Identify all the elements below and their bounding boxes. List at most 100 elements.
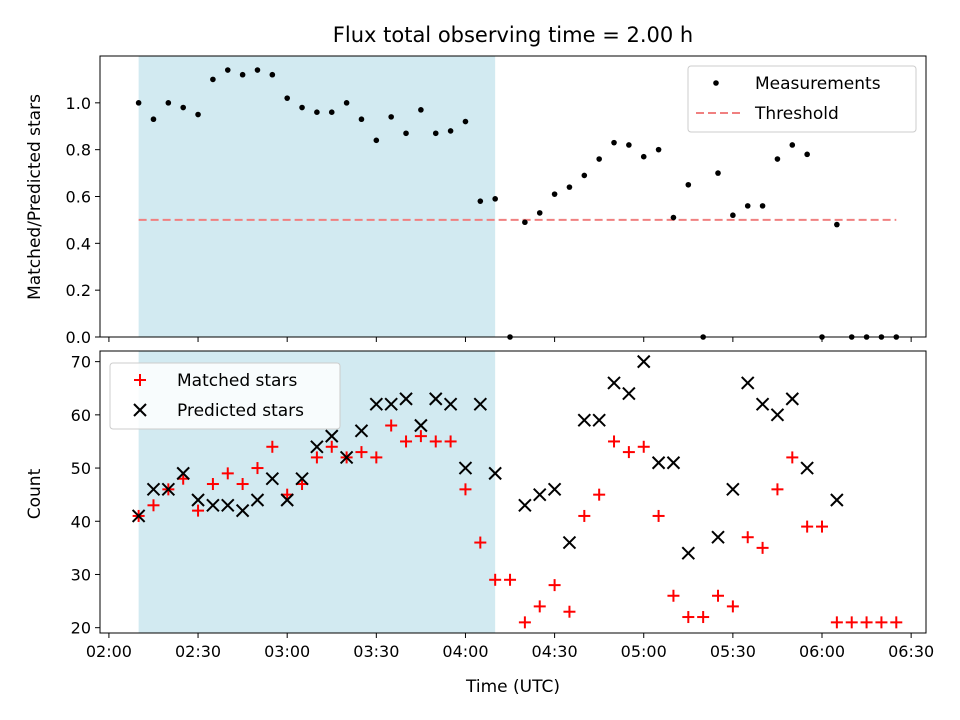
x-tick-label-7: 05:30 [710, 642, 756, 661]
measurement-point-1 [150, 116, 157, 123]
predicted-point-7 [235, 503, 250, 518]
predicted-point-34 [651, 456, 666, 470]
predicted-point-11-b [295, 471, 309, 486]
x-tick-label-4: 04:00 [442, 642, 488, 661]
predicted-point-9 [265, 471, 280, 486]
measurement-point-18 [403, 130, 409, 137]
legend-measurements-marker [713, 80, 719, 86]
matched-point-36 [667, 589, 680, 602]
matched-point-28 [548, 579, 561, 592]
legend-predicted-marker [133, 403, 147, 417]
legend-predicted-label: Predicted stars [177, 401, 304, 421]
measurement-point-21 [447, 128, 454, 134]
matched-point-30 [578, 509, 591, 522]
predicted-point-22 [458, 461, 473, 475]
bottom-y-axis-label: Count [25, 468, 45, 519]
measurement-point-16 [373, 137, 380, 144]
predicted-point-0 [131, 509, 146, 523]
matched-point-51 [890, 616, 903, 629]
measurement-point-24 [492, 196, 498, 202]
measurement-point-45 [804, 151, 810, 158]
measurement-point-7 [239, 71, 246, 78]
predicted-point-35 [666, 456, 681, 470]
predicted-point-6 [221, 498, 235, 513]
matched-point-24 [489, 573, 502, 586]
predicted-point-2-b [161, 482, 176, 497]
predicted-point-30 [592, 413, 606, 427]
predicted-point-4 [191, 493, 205, 507]
measurement-point-4 [195, 111, 201, 118]
matched-point-27 [533, 600, 546, 613]
predicted-point-5-b [206, 498, 220, 513]
predicted-point-41-b [770, 408, 785, 422]
bottom-y-tick-label-2: 40 [71, 512, 91, 531]
matched-point-34 [637, 440, 650, 453]
predicted-point-12-b [310, 440, 324, 454]
matched-point-32 [608, 435, 621, 448]
predicted-point-10-b [280, 493, 294, 507]
bottom-panel: 20 30 40 50 60 70 02:00 02:30 03:00 03:30 04:00 04:… [71, 350, 934, 661]
predicted-point-43 [800, 461, 814, 475]
predicted-point-30-b [592, 413, 606, 427]
predicted-point-18-b [399, 392, 413, 406]
matched-point-37 [682, 611, 695, 624]
measurement-point-35 [655, 146, 662, 153]
predicted-point-7-b [235, 503, 250, 518]
top-y-tick-label-0: 0.0 [66, 328, 91, 347]
predicted-point-19-b [414, 418, 428, 433]
top-y-tick-label-5: 1.0 [66, 94, 91, 113]
predicted-point-9-b [265, 471, 280, 486]
measurement-point-2 [165, 100, 172, 106]
predicted-point-37 [711, 530, 725, 544]
legend-matched-marker [134, 374, 146, 386]
predicted-point-41 [770, 408, 785, 422]
predicted-point-1 [146, 482, 161, 497]
measurement-point-22 [462, 118, 469, 125]
matched-point-7 [236, 478, 249, 491]
x-tick-label-8: 06:00 [799, 642, 845, 661]
predicted-point-11 [295, 471, 309, 486]
x-tick-label-0: 02:00 [86, 642, 132, 661]
predicted-point-31 [607, 376, 621, 390]
top-legend-box [687, 65, 917, 133]
measurement-point-42 [759, 203, 766, 209]
x-tick-label-3: 03:30 [353, 642, 399, 661]
top-legend: Measurements Threshold [687, 65, 917, 133]
matched-point-5 [206, 478, 219, 491]
predicted-point-40-b [755, 397, 770, 411]
matched-point-21 [444, 435, 457, 448]
legend-measurements-label: Measurements [755, 74, 881, 94]
measurement-point-5 [210, 76, 216, 83]
matched-point-23 [474, 536, 487, 549]
measurement-point-11 [299, 104, 305, 111]
bottom-legend: Matched stars Predicted stars [109, 362, 341, 430]
x-tick-label-2: 03:00 [264, 642, 310, 661]
legend-predicted-marker-b [133, 403, 147, 417]
predicted-point-43-b [800, 461, 814, 475]
predicted-point-2 [161, 482, 176, 497]
predicted-point-15-b [354, 424, 369, 438]
predicted-point-8-b [250, 493, 265, 507]
bottom-y-tick-label-3: 50 [71, 459, 91, 478]
predicted-point-25 [518, 498, 532, 513]
measurement-point-41 [744, 203, 751, 209]
measurement-point-17 [388, 114, 394, 120]
x-tick-label-1: 02:30 [175, 642, 221, 661]
predicted-point-36-b [681, 546, 696, 560]
x-axis-label: Time (UTC) [465, 677, 560, 697]
bottom-y-tick-label-4: 60 [71, 406, 91, 425]
predicted-point-44-b [830, 493, 844, 507]
matched-point-9 [266, 440, 279, 453]
measurement-point-39 [715, 170, 721, 176]
predicted-point-40 [755, 397, 770, 411]
matched-point-12 [310, 451, 323, 464]
x-tick-label-6: 05:00 [621, 642, 667, 661]
matched-point-43 [771, 483, 784, 496]
measurement-point-44 [789, 142, 796, 148]
measurement-point-40 [730, 212, 736, 219]
bottom-y-tick-label-0: 20 [71, 619, 91, 638]
predicted-point-44 [830, 493, 844, 507]
predicted-point-21 [443, 397, 458, 411]
measurement-point-34 [640, 153, 647, 160]
measurement-point-6 [224, 67, 231, 73]
